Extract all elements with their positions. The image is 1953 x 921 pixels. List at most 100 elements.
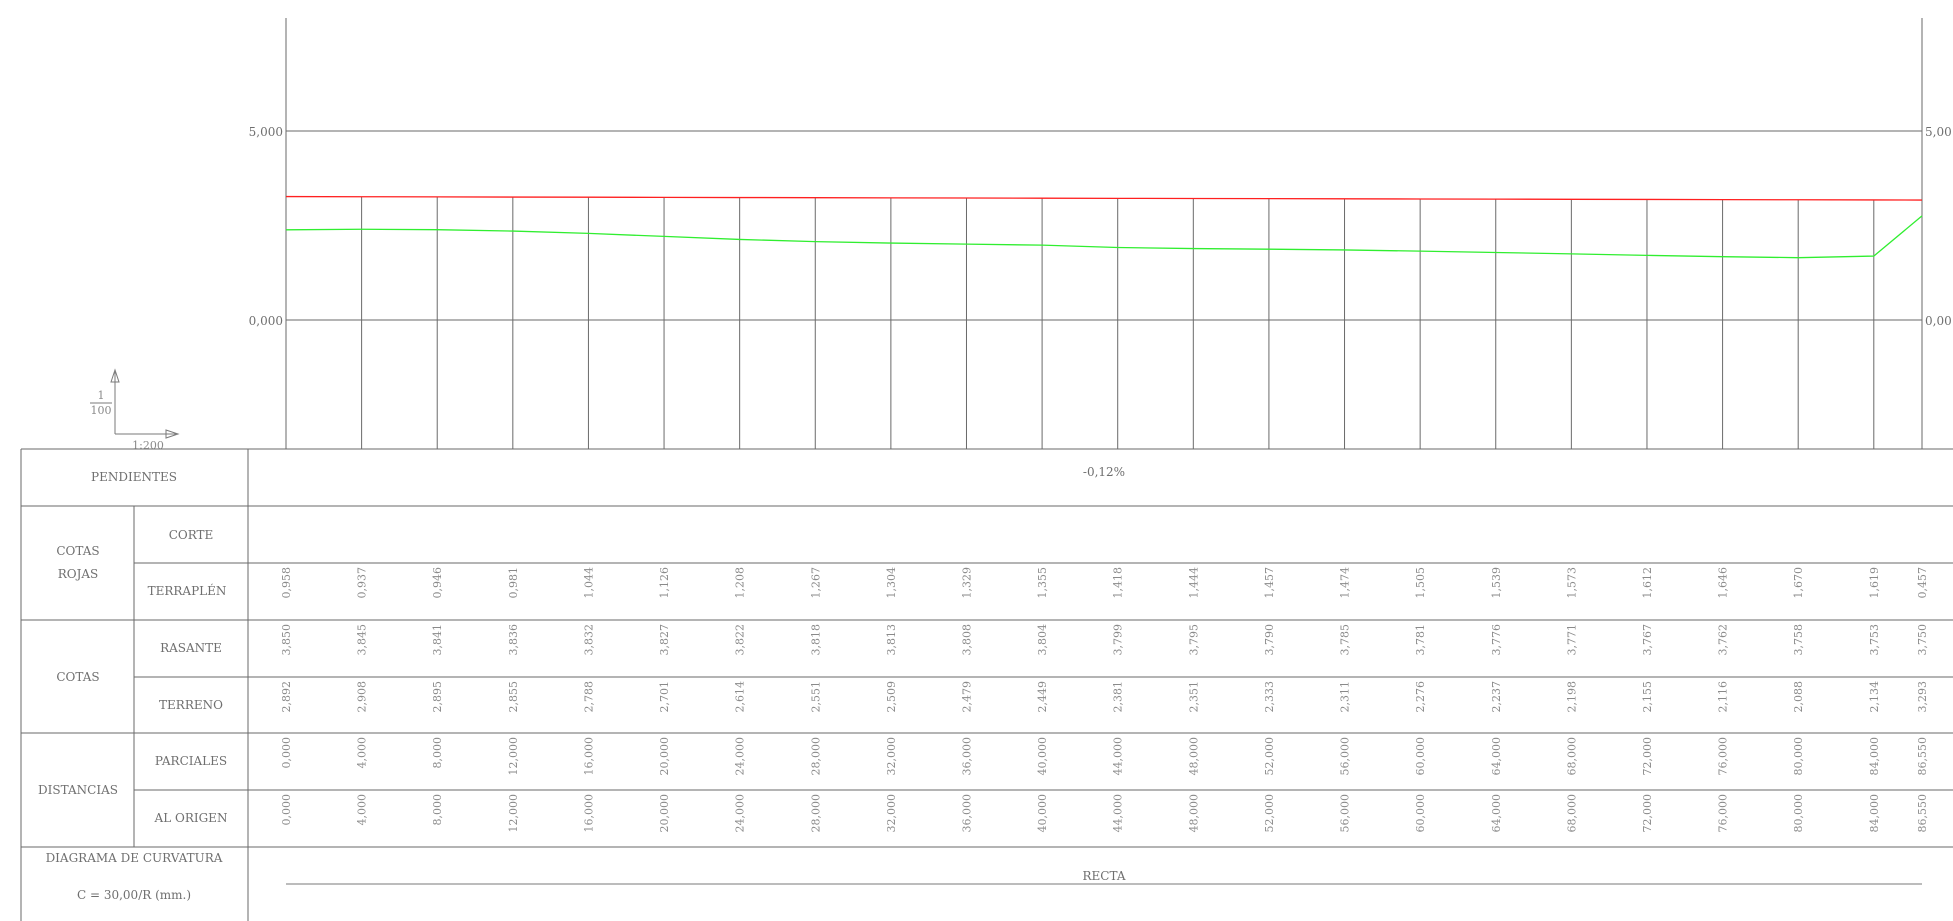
terraplen-label: TERRAPLÉN <box>148 583 227 598</box>
terraplen-value: 1,126 <box>658 567 671 599</box>
al-origen-value: 20,000 <box>658 794 671 833</box>
terreno-value: 2,134 <box>1868 681 1881 713</box>
terraplen-value: 1,474 <box>1339 567 1352 599</box>
terreno-value: 2,276 <box>1414 681 1427 713</box>
terraplen-value: 0,958 <box>280 567 293 599</box>
al-origen-value: 4,000 <box>356 794 369 826</box>
terreno-value: 2,614 <box>734 681 747 713</box>
terraplen-value: 1,646 <box>1717 567 1730 599</box>
terraplen-value: 0,937 <box>356 567 369 599</box>
terraplen-value: 1,304 <box>885 567 898 599</box>
rasante-value: 3,808 <box>960 624 973 656</box>
rasante-value: 3,836 <box>507 624 520 656</box>
terraplen-value: 1,044 <box>582 567 595 599</box>
parciales-value: 20,000 <box>658 737 671 776</box>
al-origen-value: 44,000 <box>1112 794 1125 833</box>
al-origen-label: AL ORIGEN <box>154 811 228 825</box>
elev-label-0-left: 0,000 <box>249 314 283 328</box>
parciales-value: 52,000 <box>1263 737 1276 776</box>
al-origen-value: 24,000 <box>734 794 747 833</box>
terreno-value: 2,509 <box>885 681 898 713</box>
terreno-value: 2,237 <box>1490 681 1503 713</box>
rasante-value: 3,762 <box>1717 624 1730 656</box>
terreno-value: 2,333 <box>1263 681 1276 713</box>
al-origen-value: 68,000 <box>1565 794 1578 833</box>
terreno-value: 2,788 <box>582 681 595 713</box>
parciales-value: 24,000 <box>734 737 747 776</box>
pendientes-header: PENDIENTES <box>91 470 177 484</box>
terreno-value: 2,155 <box>1641 681 1654 713</box>
rasante-value: 3,818 <box>809 624 822 656</box>
terraplen-value: 1,444 <box>1187 567 1200 599</box>
scale-vertical-arrow <box>110 368 120 383</box>
al-origen-value: 72,000 <box>1641 794 1654 833</box>
al-origen-value: 48,000 <box>1187 794 1200 833</box>
terreno-value: 2,701 <box>658 681 671 713</box>
al-origen-value: 86,550 <box>1916 794 1929 833</box>
parciales-value: 8,000 <box>431 737 444 769</box>
parciales-value: 68,000 <box>1565 737 1578 776</box>
rasante-value: 3,753 <box>1868 624 1881 656</box>
recta-label: RECTA <box>1083 869 1126 883</box>
parciales-value: 64,000 <box>1490 737 1503 776</box>
terraplen-value: 1,418 <box>1112 567 1125 599</box>
rasante-value: 3,804 <box>1036 624 1049 656</box>
terraplen-value: 0,457 <box>1916 567 1929 599</box>
terraplen-value: 0,946 <box>431 567 444 599</box>
scale-horizontal-label: 1:200 <box>132 439 164 452</box>
al-origen-value: 12,000 <box>507 794 520 833</box>
terreno-value: 2,551 <box>809 681 822 713</box>
al-origen-value: 40,000 <box>1036 794 1049 833</box>
parciales-value: 40,000 <box>1036 737 1049 776</box>
rasante-value: 3,827 <box>658 624 671 656</box>
terreno-series-line <box>285 215 1923 259</box>
terraplen-value: 1,355 <box>1036 567 1049 599</box>
rasante-value: 3,790 <box>1263 624 1276 656</box>
rasante-value: 3,758 <box>1792 624 1805 656</box>
terreno-value: 2,449 <box>1036 681 1049 713</box>
rasante-value: 3,813 <box>885 624 898 656</box>
terraplen-value: 1,619 <box>1868 567 1881 599</box>
elev-label-5-left: 5,000 <box>249 125 283 139</box>
parciales-value: 36,000 <box>960 737 973 776</box>
parciales-value: 44,000 <box>1112 737 1125 776</box>
elev-label-0-right: 0,00 <box>1925 314 1952 328</box>
terraplen-value: 1,267 <box>809 567 822 599</box>
parciales-value: 80,000 <box>1792 737 1805 776</box>
scale-indicator: 1 100 1:200 <box>90 368 180 452</box>
al-origen-value: 28,000 <box>809 794 822 833</box>
al-origen-value: 0,000 <box>280 794 293 826</box>
rasante-value: 3,771 <box>1565 624 1578 656</box>
parciales-value: 28,000 <box>809 737 822 776</box>
corte-label: CORTE <box>169 528 214 542</box>
rasante-value: 3,832 <box>582 624 595 656</box>
rasante-value: 3,841 <box>431 624 444 656</box>
terraplen-value: 1,457 <box>1263 567 1276 599</box>
al-origen-value: 8,000 <box>431 794 444 826</box>
terreno-value: 2,088 <box>1792 681 1805 713</box>
pendientes-value: -0,12% <box>1083 465 1125 479</box>
parciales-value: 12,000 <box>507 737 520 776</box>
distancias-header: DISTANCIAS <box>38 783 118 797</box>
parciales-value: 0,000 <box>280 737 293 769</box>
rasante-value: 3,781 <box>1414 624 1427 656</box>
terreno-value: 2,908 <box>356 681 369 713</box>
terreno-value: 2,892 <box>280 681 293 713</box>
terreno-label: TERRENO <box>159 698 223 712</box>
parciales-label: PARCIALES <box>155 754 227 768</box>
terreno-value: 2,479 <box>960 681 973 713</box>
parciales-value: 56,000 <box>1339 737 1352 776</box>
al-origen-value: 64,000 <box>1490 794 1503 833</box>
parciales-value: 60,000 <box>1414 737 1427 776</box>
rasante-value: 3,767 <box>1641 624 1654 656</box>
rasante-label: RASANTE <box>160 641 222 655</box>
terraplen-value: 1,505 <box>1414 567 1427 599</box>
parciales-value: 16,000 <box>582 737 595 776</box>
al-origen-value: 84,000 <box>1868 794 1881 833</box>
parciales-value: 32,000 <box>885 737 898 776</box>
parciales-value: 48,000 <box>1187 737 1200 776</box>
elev-label-5-right: 5,00 <box>1925 125 1952 139</box>
scale-horizontal-arrow <box>165 429 180 439</box>
al-origen-value: 36,000 <box>960 794 973 833</box>
